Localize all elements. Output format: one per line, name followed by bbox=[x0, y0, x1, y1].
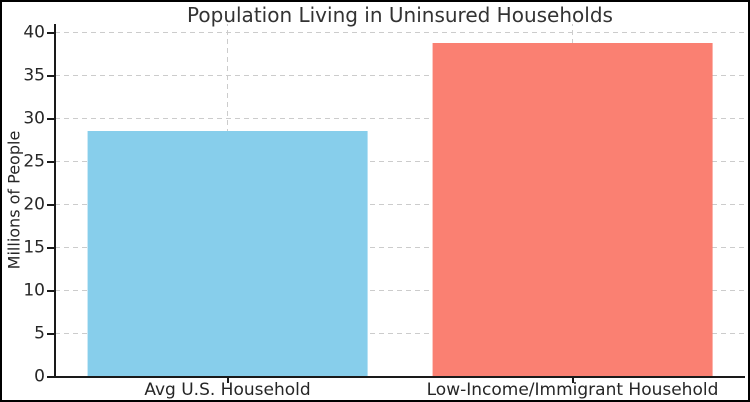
y-tick bbox=[47, 289, 55, 292]
y-tick bbox=[47, 31, 55, 34]
y-gridline bbox=[55, 333, 745, 335]
y-gridline bbox=[55, 118, 745, 120]
y-axis-label: Millions of People bbox=[4, 130, 24, 270]
bar-low-income-immigrant-household bbox=[432, 42, 713, 377]
y-tick bbox=[47, 246, 55, 249]
y-gridline bbox=[55, 204, 745, 206]
x-tick-label: Avg U.S. Household bbox=[144, 380, 311, 400]
y-tick-label: 25 bbox=[23, 151, 45, 172]
y-gridline bbox=[55, 75, 745, 77]
y-tick-label: 15 bbox=[23, 237, 45, 258]
y-tick bbox=[47, 160, 55, 163]
y-tick-label: 5 bbox=[34, 323, 45, 344]
y-gridline bbox=[55, 290, 745, 292]
bar-avg-u-s-household bbox=[87, 130, 368, 377]
y-gridline bbox=[55, 161, 745, 163]
chart-title: Population Living in Uninsured Household… bbox=[187, 3, 613, 27]
y-tick-label: 35 bbox=[23, 65, 45, 86]
y-tick bbox=[47, 332, 55, 335]
plot-area: 0 5 10 15 20 25 30 35 40 Avg U.S. Household Low-In… bbox=[23, 24, 745, 399]
y-tick-label: 10 bbox=[23, 280, 45, 301]
y-gridline bbox=[55, 247, 745, 249]
y-tick bbox=[47, 74, 55, 77]
y-gridline bbox=[55, 32, 745, 34]
x-axis-spine bbox=[54, 376, 745, 378]
y-axis-spine bbox=[54, 24, 56, 378]
x-tick bbox=[571, 377, 574, 383]
y-tick-label: 40 bbox=[23, 22, 45, 43]
x-tick bbox=[226, 377, 229, 383]
x-tick-label: Low-Income/Immigrant Household bbox=[426, 380, 719, 400]
y-tick bbox=[47, 376, 55, 378]
y-tick bbox=[47, 117, 55, 120]
y-tick-label: 0 bbox=[34, 366, 45, 387]
y-tick-label: 20 bbox=[23, 194, 45, 215]
y-tick bbox=[47, 203, 55, 206]
y-tick-label: 30 bbox=[23, 108, 45, 129]
